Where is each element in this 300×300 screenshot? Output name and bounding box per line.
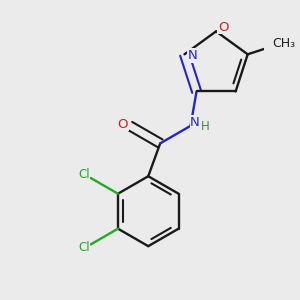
Text: CH₃: CH₃ [273, 37, 296, 50]
Text: N: N [190, 116, 200, 129]
Text: H: H [201, 120, 210, 133]
Text: Cl: Cl [78, 241, 90, 254]
Text: O: O [118, 118, 128, 130]
Text: O: O [218, 21, 228, 34]
Text: N: N [187, 49, 197, 62]
Text: Cl: Cl [78, 168, 90, 181]
